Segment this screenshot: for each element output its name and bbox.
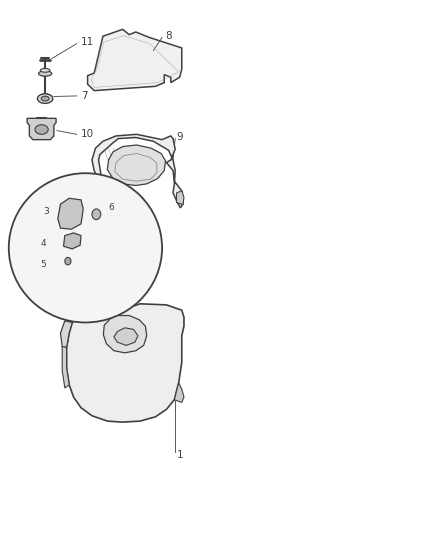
- Text: 11: 11: [81, 37, 94, 47]
- Text: 4: 4: [40, 239, 46, 247]
- Polygon shape: [27, 118, 56, 140]
- Polygon shape: [92, 134, 183, 208]
- Circle shape: [92, 209, 101, 220]
- Polygon shape: [114, 328, 138, 345]
- Polygon shape: [67, 304, 184, 422]
- Polygon shape: [177, 191, 184, 205]
- Polygon shape: [103, 316, 147, 353]
- Polygon shape: [174, 383, 184, 402]
- Text: 1: 1: [177, 450, 183, 459]
- Ellipse shape: [35, 125, 48, 134]
- Text: 10: 10: [81, 130, 94, 139]
- Ellipse shape: [9, 173, 162, 322]
- Ellipse shape: [40, 68, 50, 72]
- Polygon shape: [88, 29, 182, 91]
- Ellipse shape: [37, 94, 53, 103]
- Text: 3: 3: [43, 207, 49, 215]
- Text: 9: 9: [176, 132, 183, 142]
- Text: 8: 8: [166, 31, 172, 41]
- Polygon shape: [58, 198, 83, 229]
- Polygon shape: [60, 321, 72, 348]
- Ellipse shape: [39, 71, 52, 76]
- Ellipse shape: [41, 96, 49, 101]
- Text: 7: 7: [81, 91, 88, 101]
- Text: 6: 6: [109, 204, 114, 212]
- Text: 5: 5: [40, 261, 46, 269]
- Polygon shape: [64, 233, 81, 249]
- Polygon shape: [107, 145, 166, 185]
- Polygon shape: [62, 346, 69, 388]
- Circle shape: [65, 257, 71, 265]
